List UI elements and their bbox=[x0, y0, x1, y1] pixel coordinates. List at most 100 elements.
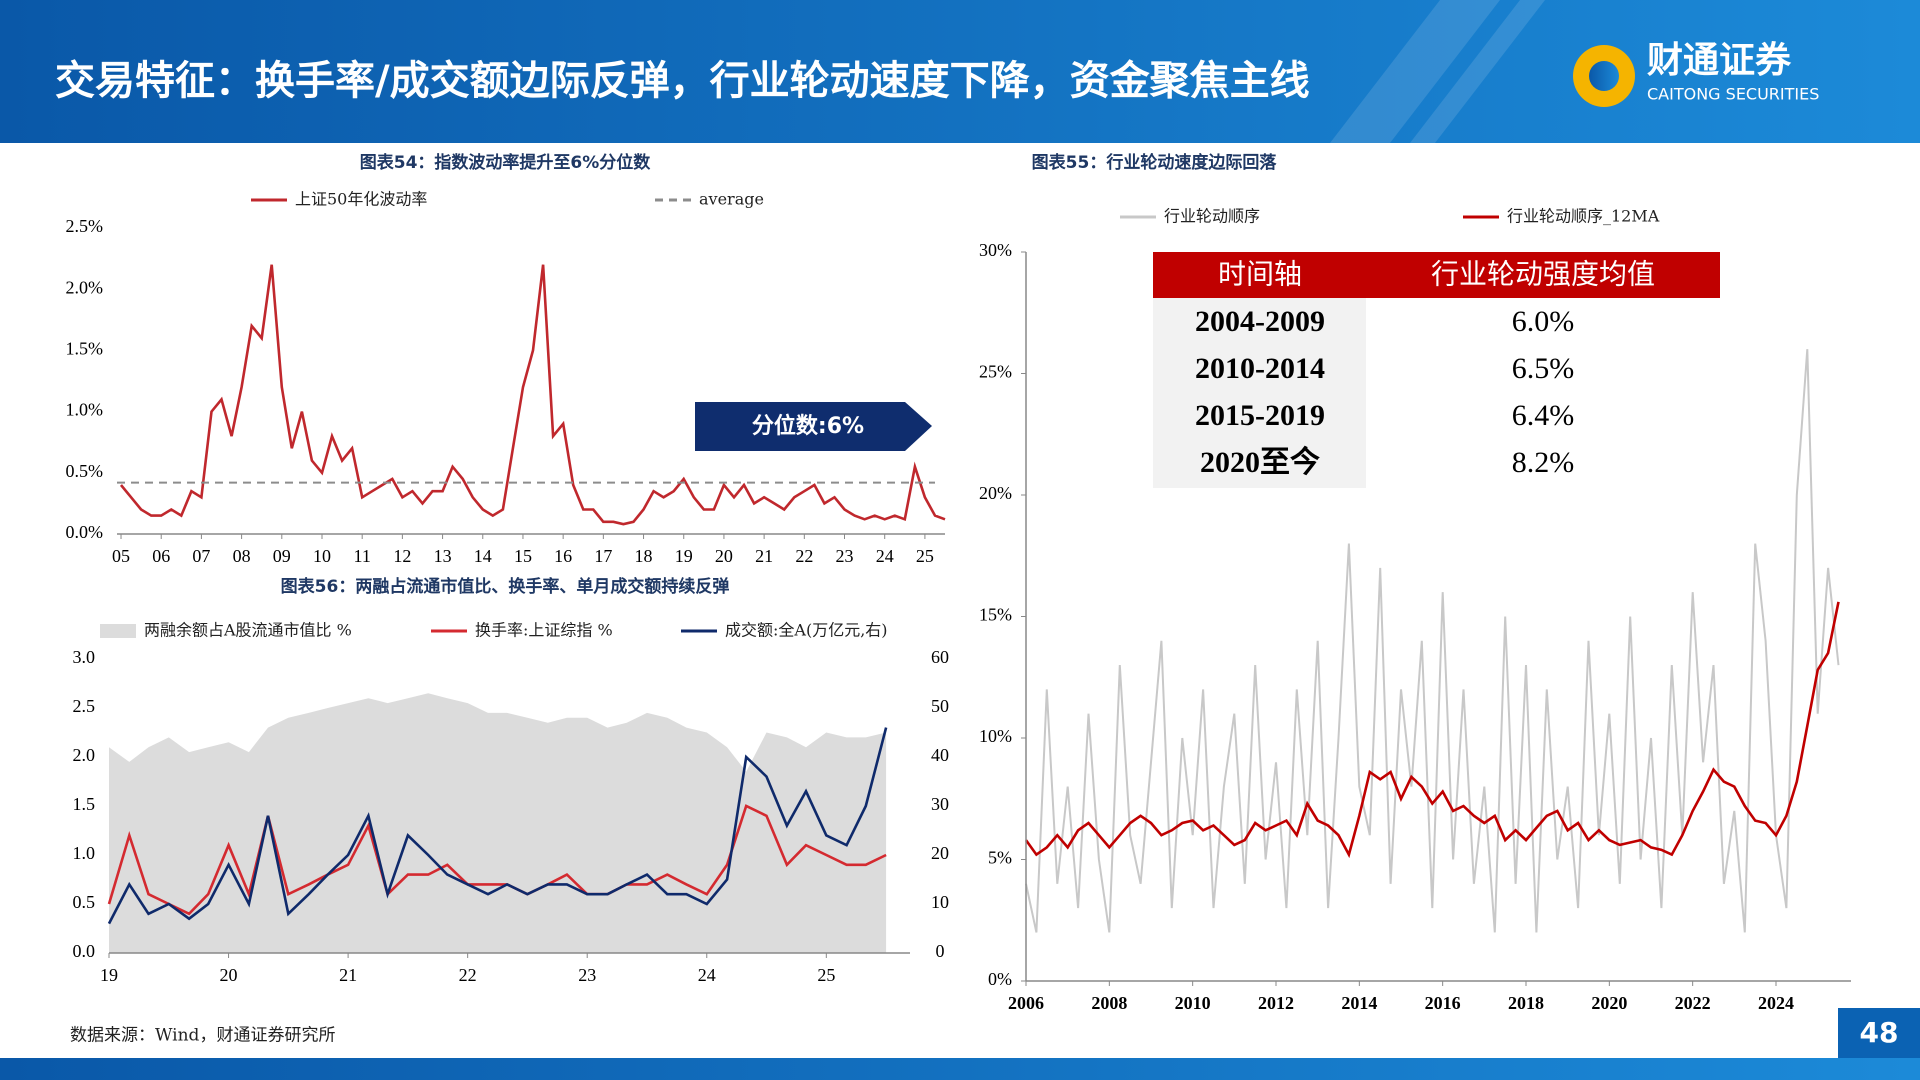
y-tick-label: 3.0 bbox=[73, 647, 96, 667]
y-tick-label: 15% bbox=[979, 605, 1012, 625]
slide-title: 交易特征：换手率/成交额边际反弹，行业轮动速度下降，资金聚焦主线 bbox=[55, 58, 1310, 104]
x-tick-label: 22 bbox=[459, 965, 477, 985]
y2-tick-label: 0 bbox=[936, 941, 945, 961]
x-tick-label: 2016 bbox=[1425, 993, 1461, 1013]
legend-label: 成交额:全A(万亿元,右) bbox=[725, 621, 888, 640]
x-tick-label: 14 bbox=[474, 546, 492, 566]
series-line bbox=[1025, 349, 1840, 933]
y-tick-label: 2.0 bbox=[73, 745, 96, 765]
legend-label: 上证50年化波动率 bbox=[295, 190, 427, 209]
x-tick-label: 20 bbox=[715, 546, 733, 566]
x-tick-label: 11 bbox=[354, 546, 371, 566]
series-line bbox=[107, 804, 887, 916]
header-decoration bbox=[1330, 0, 1545, 143]
y-tick-label: 2.5% bbox=[66, 216, 104, 236]
legend-label: average bbox=[699, 190, 764, 209]
x-tick-label: 2020 bbox=[1591, 993, 1627, 1013]
y2-tick-label: 20 bbox=[931, 843, 949, 863]
x-tick-label: 16 bbox=[554, 546, 572, 566]
x-tick-label: 21 bbox=[755, 546, 773, 566]
annotation-box bbox=[695, 402, 932, 451]
series-line bbox=[1024, 601, 1840, 859]
x-tick-label: 05 bbox=[112, 546, 130, 566]
series-line bbox=[107, 727, 888, 925]
annotation-text: 分位数:6% bbox=[752, 413, 864, 439]
table-cell: 8.2% bbox=[1512, 446, 1575, 479]
x-tick-label: 18 bbox=[635, 546, 653, 566]
table-cell: 2004-2009 bbox=[1195, 305, 1325, 338]
y2-tick-label: 30 bbox=[931, 794, 949, 814]
table-cell: 2010-2014 bbox=[1195, 352, 1325, 385]
x-tick-label: 08 bbox=[233, 546, 251, 566]
x-tick-label: 23 bbox=[578, 965, 596, 985]
legend-label: 换手率:上证综指 % bbox=[475, 621, 613, 640]
x-tick-label: 25 bbox=[916, 546, 934, 566]
logo-subtext: CAITONG SECURITIES bbox=[1647, 85, 1819, 104]
legend-label: 两融余额占A股流通市值比 % bbox=[144, 621, 352, 640]
y2-tick-label: 40 bbox=[931, 745, 949, 765]
y-tick-label: 30% bbox=[979, 240, 1012, 260]
y-tick-label: 1.5 bbox=[73, 794, 96, 814]
x-tick-label: 15 bbox=[514, 546, 532, 566]
table-body-bg bbox=[1366, 298, 1720, 488]
x-tick-label: 24 bbox=[876, 546, 894, 566]
y-tick-label: 25% bbox=[979, 362, 1012, 382]
table-cell: 2020至今 bbox=[1200, 445, 1320, 479]
x-tick-label: 2008 bbox=[1091, 993, 1127, 1013]
legend-label: 行业轮动顺序_12MA bbox=[1507, 207, 1660, 226]
page-number-box bbox=[1838, 1008, 1920, 1058]
y-tick-label: 2.5 bbox=[73, 696, 96, 716]
logo: 财通证券 CAITONG SECURITIES bbox=[1573, 40, 1819, 107]
x-tick-label: 23 bbox=[836, 546, 854, 566]
y-tick-label: 1.0 bbox=[73, 843, 96, 863]
table-header-bg bbox=[1153, 252, 1720, 298]
x-tick-label: 2006 bbox=[1008, 993, 1044, 1013]
y-tick-label: 0.0 bbox=[73, 941, 96, 961]
x-tick-label: 19 bbox=[100, 965, 118, 985]
x-tick-label: 25 bbox=[817, 965, 835, 985]
x-tick-label: 17 bbox=[594, 546, 612, 566]
x-tick-label: 24 bbox=[698, 965, 716, 985]
x-tick-label: 2010 bbox=[1175, 993, 1211, 1013]
table-cell: 2015-2019 bbox=[1195, 399, 1325, 432]
chart-title: 图表56：两融占流通市值比、换手率、单月成交额持续反弹 bbox=[281, 576, 730, 597]
y-tick-label: 2.0% bbox=[66, 277, 104, 297]
table-cell: 6.5% bbox=[1512, 352, 1575, 385]
y-tick-label: 0.0% bbox=[66, 522, 104, 542]
x-tick-label: 10 bbox=[313, 546, 331, 566]
y-tick-label: 20% bbox=[979, 483, 1012, 503]
table-header-cell: 时间轴 bbox=[1218, 258, 1302, 291]
x-tick-label: 20 bbox=[220, 965, 238, 985]
chart-title: 图表55：行业轮动速度边际回落 bbox=[1032, 152, 1278, 173]
legend-label: 行业轮动顺序 bbox=[1164, 207, 1260, 226]
x-tick-label: 13 bbox=[434, 546, 452, 566]
y-tick-label: 0.5% bbox=[66, 461, 104, 481]
x-tick-label: 2012 bbox=[1258, 993, 1294, 1013]
logo-emblem-inner bbox=[1589, 61, 1619, 91]
x-tick-label: 07 bbox=[192, 546, 210, 566]
table-body-bg bbox=[1153, 298, 1366, 488]
x-tick-label: 2018 bbox=[1508, 993, 1544, 1013]
chart-title: 图表54：指数波动率提升至6%分位数 bbox=[360, 152, 652, 173]
series-line bbox=[119, 264, 946, 526]
page-number: 48 bbox=[1860, 1016, 1899, 1049]
footer-bar bbox=[0, 1058, 1920, 1080]
y-tick-label: 1.0% bbox=[66, 400, 104, 420]
y-tick-label: 5% bbox=[988, 848, 1012, 868]
y-tick-label: 0% bbox=[988, 969, 1012, 989]
y2-tick-label: 50 bbox=[931, 696, 949, 716]
y-tick-label: 10% bbox=[979, 726, 1012, 746]
table-cell: 6.4% bbox=[1512, 399, 1575, 432]
x-tick-label: 06 bbox=[152, 546, 170, 566]
x-tick-label: 22 bbox=[795, 546, 813, 566]
x-tick-label: 2022 bbox=[1675, 993, 1711, 1013]
table-header-cell: 行业轮动强度均值 bbox=[1431, 258, 1655, 291]
y2-tick-label: 10 bbox=[931, 892, 949, 912]
y2-tick-label: 60 bbox=[931, 647, 949, 667]
y-tick-label: 0.5 bbox=[73, 892, 96, 912]
x-tick-label: 21 bbox=[339, 965, 357, 985]
legend-swatch bbox=[100, 624, 136, 638]
x-tick-label: 2024 bbox=[1758, 993, 1794, 1013]
table-cell: 6.0% bbox=[1512, 305, 1575, 338]
